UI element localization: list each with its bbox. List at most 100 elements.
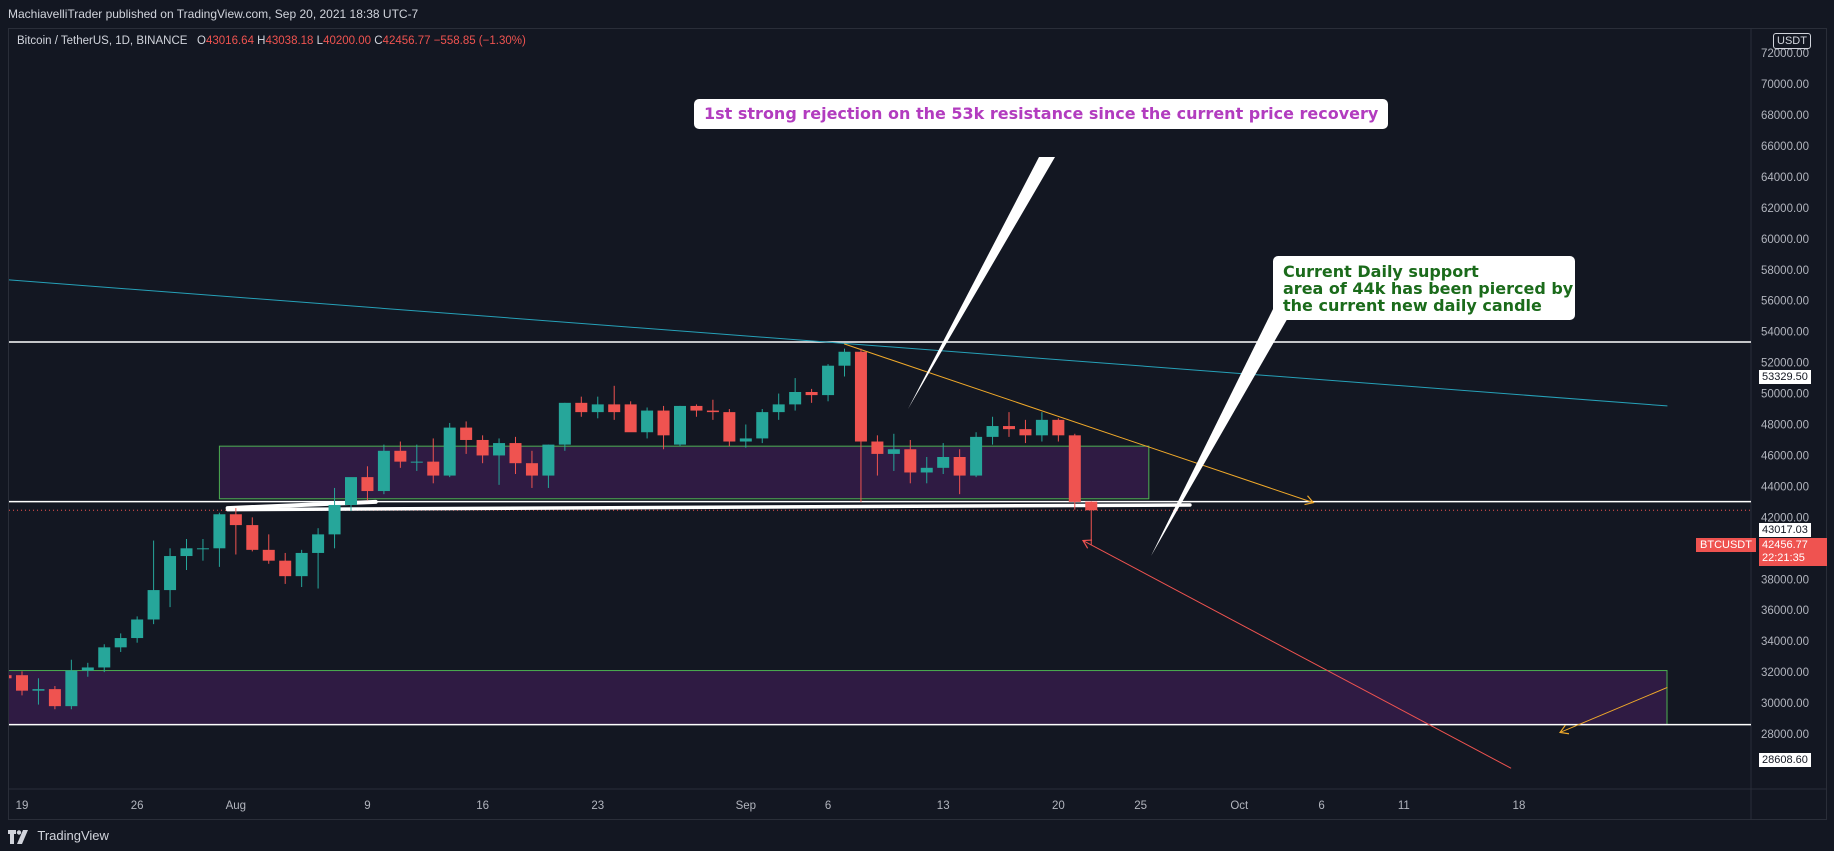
price-tick-label: 50000.00 (1761, 389, 1809, 401)
candle-body (723, 412, 736, 442)
orange-line (844, 343, 1314, 504)
time-tick-label: 18 (1513, 800, 1526, 812)
candle-body (147, 590, 160, 620)
candle-body (48, 689, 61, 707)
price-tick-label: 48000.00 (1761, 420, 1809, 432)
candle-body (279, 560, 292, 577)
candle-body (164, 556, 177, 591)
candle-body (295, 552, 308, 577)
candle-body (328, 504, 341, 535)
time-tick-label: Aug (226, 800, 246, 812)
candle-body (213, 514, 226, 549)
footer: TradingView (8, 824, 109, 848)
time-tick-label: 23 (591, 800, 604, 812)
candle-body (575, 402, 588, 413)
candle-body (427, 461, 440, 476)
price-tick-label: 52000.00 (1761, 358, 1809, 370)
candle-body (345, 477, 357, 505)
candle-body (1035, 419, 1048, 436)
orange-arrowhead-low (1559, 724, 1570, 735)
candle-body (739, 438, 752, 442)
long-trendline (9, 279, 1668, 407)
bar-countdown: 22:21:35 (1762, 552, 1805, 564)
candle-body (789, 392, 802, 405)
candle-body (525, 463, 538, 476)
candle-body (822, 365, 835, 396)
candle-body (953, 456, 966, 476)
candle-body (1019, 429, 1032, 436)
candle-body (986, 426, 999, 437)
callout-support[interactable]: Current Daily support area of 44k has be… (1273, 256, 1575, 320)
price-tick-label: 34000.00 (1761, 636, 1809, 648)
callout-support-line: the current new daily candle (1283, 296, 1542, 315)
candle-body (970, 436, 983, 476)
price-tag-bottom: 28608.60 (1759, 753, 1811, 767)
time-tick-label: 6 (1318, 800, 1324, 812)
low-label: L (316, 35, 324, 47)
candle-body (1052, 419, 1065, 436)
candle-body (558, 402, 571, 445)
close-label: C (374, 35, 383, 47)
candle-body (262, 549, 275, 561)
time-tick-label: 16 (476, 800, 489, 812)
chart-panel[interactable]: 28000.00 30000.00 32000.00 34000.00 36000.00… (8, 28, 1827, 820)
candle-body (394, 450, 407, 462)
symbol-legend: Bitcoin / TetherUS, 1D, BINANCE O43016.6… (17, 35, 526, 47)
price-tag-resistance: 53329.50 (1759, 370, 1811, 384)
price-tick-label: 58000.00 (1761, 265, 1809, 277)
price-tick-label: 38000.00 (1761, 574, 1809, 586)
currency-label[interactable]: USDT (1773, 33, 1811, 49)
callout-rejection[interactable]: 1st strong rejection on the 53k resistan… (694, 99, 1389, 129)
candle-body (887, 449, 900, 454)
candle-body (312, 534, 325, 553)
time-tick-label: 6 (825, 800, 831, 812)
time-tick-label: Oct (1230, 800, 1249, 812)
candle-body (706, 410, 719, 413)
price-tick-label: 62000.00 (1761, 203, 1809, 215)
candle-body (920, 467, 933, 473)
demand-zone (9, 670, 1668, 726)
candle-body (9, 675, 12, 679)
price-tick-label: 44000.00 (1761, 481, 1809, 493)
price-tick-label: 32000.00 (1761, 667, 1809, 679)
time-tick-label: 20 (1052, 800, 1065, 812)
candle-body (377, 450, 390, 492)
candle-body (838, 351, 851, 366)
callout-pointer (908, 157, 1055, 409)
footer-brand: TradingView (37, 828, 109, 843)
time-tick-label: 19 (16, 800, 29, 812)
candle-body (1085, 501, 1098, 511)
red-arrowhead (1081, 539, 1093, 549)
price-tick-label: 28000.00 (1761, 729, 1809, 741)
publish-header: MachiavelliTrader published on TradingVi… (0, 0, 1834, 28)
candle-body (854, 351, 867, 442)
price-tick-label: 30000.00 (1761, 698, 1809, 710)
high-label: H (257, 35, 266, 47)
candle-body (246, 525, 259, 550)
price-tick-label: 54000.00 (1761, 327, 1809, 339)
candle-body (608, 404, 621, 413)
orange-arrowhead (1304, 495, 1315, 506)
candle-body (674, 405, 686, 445)
price-tag-support: 43017.03 (1759, 523, 1811, 537)
time-tick-label: 25 (1134, 800, 1147, 812)
candle-body (180, 548, 193, 557)
candlestick-chart[interactable]: 28000.00 30000.00 32000.00 34000.00 36000.00… (9, 29, 1826, 819)
open-label: O (197, 35, 206, 47)
price-tick-label: 66000.00 (1761, 141, 1809, 153)
candle-body (690, 405, 703, 411)
candle-body (81, 667, 94, 671)
candle-body (460, 427, 473, 440)
candle-body (443, 427, 456, 476)
candle-body (772, 404, 785, 413)
callout-support-line: Current Daily support (1283, 262, 1479, 281)
candle-body (624, 404, 637, 433)
candle-body (229, 514, 242, 526)
candle-body (871, 441, 884, 454)
candle-body (1003, 426, 1015, 430)
symbol-name: Bitcoin / TetherUS, 1D, BINANCE (17, 35, 188, 47)
symbol-price-tag: BTCUSDT (1696, 538, 1756, 552)
price-tick-label: 36000.00 (1761, 605, 1809, 617)
candle-body (657, 410, 670, 436)
candle-body (1068, 435, 1081, 502)
